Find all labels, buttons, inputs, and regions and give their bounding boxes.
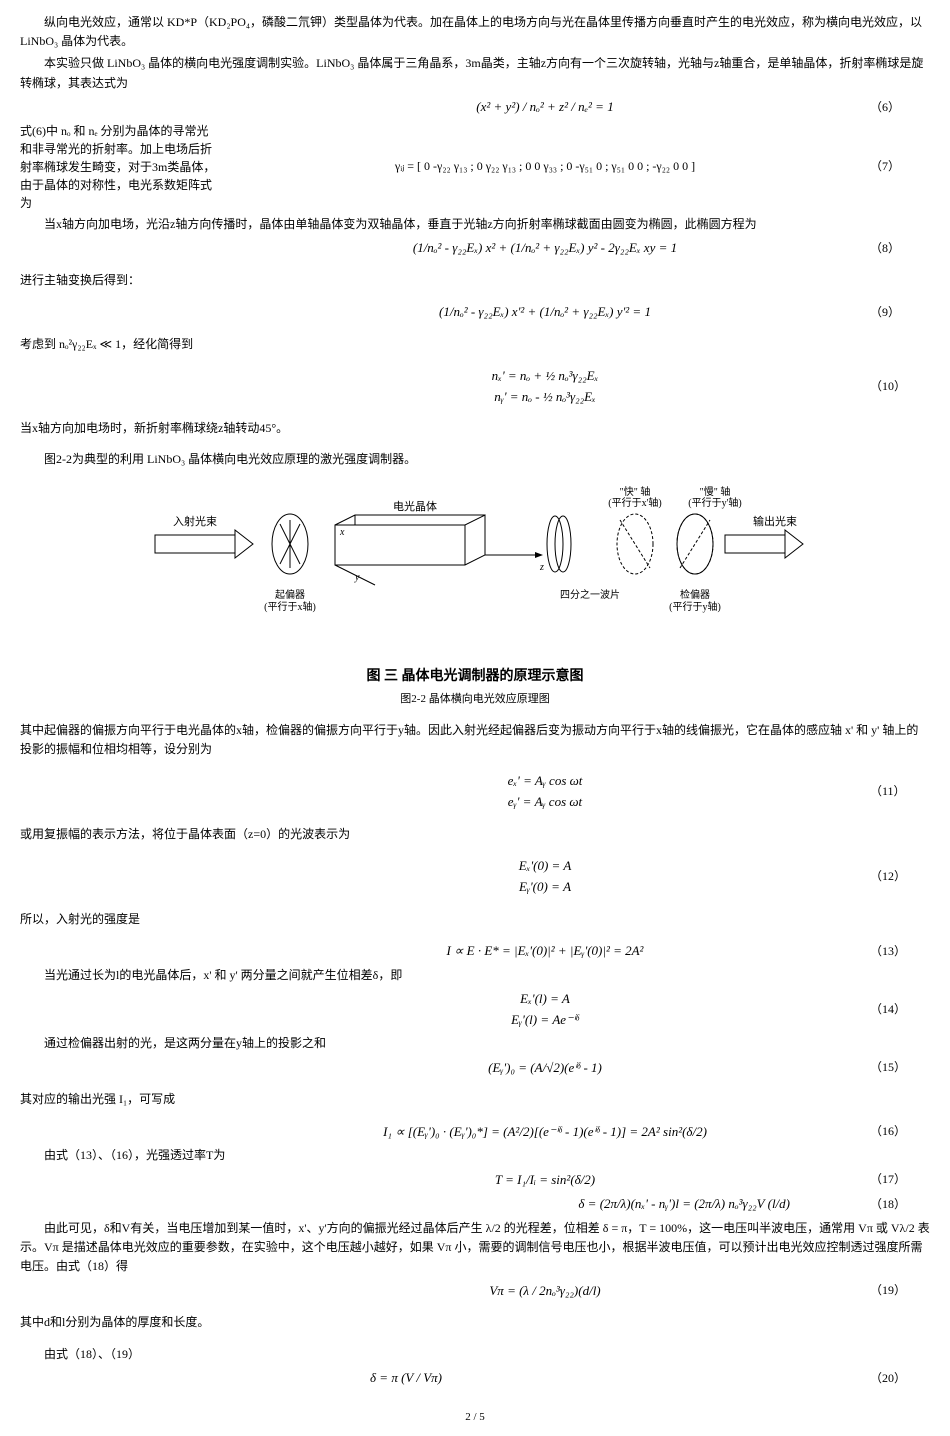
- paragraph-16: 其中d和l分别为晶体的厚度和长度。: [20, 1313, 930, 1332]
- equation-6-num: （6）: [870, 98, 930, 117]
- paragraph-13: 其对应的输出光强 I₁，可写成: [20, 1090, 930, 1109]
- equation-18-row: δ = (2π/λ)(nₓ' - nᵧ')l = (2π/λ) nₒ³γ₂₂V …: [20, 1194, 930, 1215]
- paragraph-15: 由此可见，δ和V有关，当电压增加到某一值时，x'、y'方向的偏振光经过晶体后产生…: [20, 1219, 930, 1277]
- paragraph-10: 所以，入射光的强度是: [20, 910, 930, 929]
- equation-10: nₓ' = nₒ + ½ nₒ³γ₂₂Eₓ nᵧ' = nₒ - ½ nₒ³γ₂…: [220, 366, 870, 408]
- paragraph-2: 本实验只做 LiNbO₃ 晶体的横向电光强度调制实验。LiNbO₃ 晶体属于三角…: [20, 54, 930, 92]
- equation-10-row: nₓ' = nₒ + ½ nₒ³γ₂₂Eₓ nᵧ' = nₒ - ½ nₒ³γ₂…: [20, 366, 930, 408]
- equation-14b: Eᵧ'(l) = Ae⁻ⁱᵟ: [220, 1010, 870, 1031]
- figure-diagram: 入射光束 起偏器 (平行于x轴) 电光晶体 x y z 四分之一波片 "快" 轴…: [20, 480, 930, 656]
- label-output: 输出光束: [753, 514, 797, 528]
- equation-12-num: （12）: [870, 867, 930, 886]
- paragraph-3: 当x轴方向加电场，光沿z轴方向传播时，晶体由单轴晶体变为双轴晶体，垂直于光轴z方…: [20, 215, 930, 234]
- paragraph-1: 纵向电光效应，通常以 KD*P（KD₂PO₄，磷酸二氘钾）类型晶体为代表。加在晶…: [20, 13, 930, 51]
- modulator-diagram-svg: 入射光束 起偏器 (平行于x轴) 电光晶体 x y z 四分之一波片 "快" 轴…: [135, 480, 815, 650]
- label-polarizer1: 起偏器: [275, 588, 305, 601]
- equation-14a: Eₓ'(l) = A: [220, 989, 870, 1010]
- paragraph-12: 通过检偏器出射的光，是这两分量在y轴上的投影之和: [20, 1034, 930, 1053]
- side-text-1: 式(6)中 nₒ 和 nₑ 分别为晶体的寻常光和非寻常光的折射率。加上电场后折射…: [20, 122, 220, 212]
- axis-z: z: [539, 562, 544, 573]
- equation-18: δ = (2π/λ)(nₓ' - nᵧ')l = (2π/λ) nₒ³γ₂₂V …: [220, 1194, 870, 1215]
- label-slow2: (平行于y'轴): [688, 496, 741, 509]
- equation-14: Eₓ'(l) = A Eᵧ'(l) = Ae⁻ⁱᵟ: [220, 989, 870, 1031]
- equation-9-row: (1/nₒ² - γ₂₂Eₓ) x'² + (1/nₒ² + γ₂₂Eₓ) y'…: [20, 302, 930, 323]
- equation-15-row: (Eᵧ')₀ = (A/√2)(eⁱᵟ - 1) （15）: [20, 1058, 930, 1079]
- equation-6-row: (x² + y²) / nₒ² + z² / nₑ² = 1 （6）: [20, 97, 930, 118]
- equation-7: γᵢⱼ = [ 0 -γ₂₂ γ₁₃ ; 0 γ₂₂ γ₁₃ ; 0 0 γ₃₃…: [220, 157, 870, 176]
- equation-12: Eₓ'(0) = A Eᵧ'(0) = A: [220, 856, 870, 898]
- equation-6: (x² + y²) / nₒ² + z² / nₑ² = 1: [220, 97, 870, 118]
- equation-14-num: （14）: [870, 1000, 930, 1019]
- equation-8-row: (1/nₒ² - γ₂₂Eₓ) x² + (1/nₒ² + γ₂₂Eₓ) y² …: [20, 238, 930, 259]
- equation-17-num: （17）: [870, 1170, 930, 1189]
- equation-10a: nₓ' = nₒ + ½ nₒ³γ₂₂Eₓ: [220, 366, 870, 387]
- equation-13-row: I ∝ E · E* = |Eₓ'(0)|² + |Eᵧ'(0)|² = 2A²…: [20, 941, 930, 962]
- paragraph-7: 图2-2为典型的利用 LiNbO₃ 晶体横向电光效应原理的激光强度调制器。: [20, 450, 930, 469]
- equation-12-row: Eₓ'(0) = A Eᵧ'(0) = A （12）: [20, 856, 930, 898]
- label-waveplate: 四分之一波片: [560, 588, 620, 601]
- incident-arrow-box: [155, 535, 235, 553]
- paragraph-17: 由式（18）、（19）: [20, 1345, 930, 1364]
- label-fast2: (平行于x'轴): [608, 496, 661, 509]
- paragraph-9: 或用复振幅的表示方法，将位于晶体表面（z=0）的光波表示为: [20, 825, 930, 844]
- equation-11: eₓ' = Aᵧ cos ωt eᵧ' = Aᵧ cos ωt: [220, 771, 870, 813]
- axis-x: x: [339, 527, 345, 538]
- z-arrow: [535, 552, 543, 558]
- equation-15-num: （15）: [870, 1058, 930, 1077]
- label-fast1: "快" 轴: [620, 485, 651, 498]
- output-arrow-head: [785, 530, 803, 558]
- equation-12b: Eᵧ'(0) = A: [220, 877, 870, 898]
- equation-9: (1/nₒ² - γ₂₂Eₓ) x'² + (1/nₒ² + γ₂₂Eₓ) y'…: [220, 302, 870, 323]
- equation-8: (1/nₒ² - γ₂₂Eₓ) x² + (1/nₒ² + γ₂₂Eₓ) y² …: [220, 238, 870, 259]
- analyzer-ellipse: [677, 514, 713, 574]
- equation-14-row: Eₓ'(l) = A Eᵧ'(l) = Ae⁻ⁱᵟ （14）: [20, 989, 930, 1031]
- equation-7-num: （7）: [870, 157, 930, 176]
- equation-12a: Eₓ'(0) = A: [220, 856, 870, 877]
- equation-11b: eᵧ' = Aᵧ cos ωt: [220, 792, 870, 813]
- equation-11-row: eₓ' = Aᵧ cos ωt eᵧ' = Aᵧ cos ωt （11）: [20, 771, 930, 813]
- fast-line: [620, 520, 650, 568]
- equation-16-num: （16）: [870, 1122, 930, 1141]
- equation-16: I₁ ∝ [(Eᵧ')₀ · (Eᵧ')₀*] = (A²/2)[(e⁻ⁱᵟ -…: [220, 1122, 870, 1143]
- label-crystal: 电光晶体: [393, 499, 437, 513]
- equation-20: δ = π (V / Vπ): [220, 1368, 870, 1389]
- label-analyzer2: (平行于y轴): [669, 600, 721, 613]
- paragraph-4: 进行主轴变换后得到：: [20, 271, 930, 290]
- figure-subcaption: 图2-2 晶体横向电光效应原理图: [20, 691, 930, 709]
- equation-15: (Eᵧ')₀ = (A/√2)(eⁱᵟ - 1): [220, 1058, 870, 1079]
- paragraph-6: 当x轴方向加电场时，新折射率椭球绕z轴转动45°。: [20, 419, 930, 438]
- equation-20-row: δ = π (V / Vπ) （20）: [20, 1368, 930, 1389]
- label-incident: 入射光束: [173, 514, 217, 528]
- equation-19-row: Vπ = (λ / 2nₒ³γ₂₂)(d/l) （19）: [20, 1281, 930, 1302]
- equation-8-num: （8）: [870, 239, 930, 258]
- crystal-box: [335, 515, 485, 565]
- paragraph-14: 由式（13）、（16），光强透过率T为: [20, 1146, 930, 1165]
- equation-11a: eₓ' = Aᵧ cos ωt: [220, 771, 870, 792]
- incident-arrow-head: [235, 530, 253, 558]
- equation-18-num: （18）: [870, 1195, 930, 1214]
- equation-19-num: （19）: [870, 1281, 930, 1300]
- paragraph-11: 当光通过长为l的电光晶体后，x' 和 y' 两分量之间就产生位相差δ，即: [20, 966, 930, 985]
- equation-16-row: I₁ ∝ [(Eᵧ')₀ · (Eᵧ')₀*] = (A²/2)[(e⁻ⁱᵟ -…: [20, 1122, 930, 1143]
- slow-line: [680, 520, 710, 568]
- figure-caption: 图 三 晶体电光调制器的原理示意图: [20, 666, 930, 688]
- label-slow1: "慢" 轴: [700, 485, 731, 498]
- equation-13-num: （13）: [870, 942, 930, 961]
- equation-19: Vπ = (λ / 2nₒ³γ₂₂)(d/l): [220, 1281, 870, 1302]
- equation-17-row: T = I₁/Iᵢ = sin²(δ/2) （17）: [20, 1170, 930, 1191]
- equation-20-num: （20）: [870, 1369, 930, 1388]
- page-number: 2 / 5: [20, 1409, 930, 1427]
- equation-10b: nᵧ' = nₒ - ½ nₒ³γ₂₂Eₓ: [220, 387, 870, 408]
- equation-10-num: （10）: [870, 377, 930, 396]
- equation-11-num: （11）: [870, 782, 930, 801]
- paragraph-5: 考虑到 nₒ²γ₂₂Eₓ ≪ 1，经化简得到: [20, 335, 930, 354]
- output-arrow-box: [725, 535, 785, 553]
- paragraph-8: 其中起偏器的偏振方向平行于电光晶体的x轴，检偏器的偏振方向平行于y轴。因此入射光…: [20, 721, 930, 759]
- label-analyzer1: 检偏器: [680, 588, 710, 601]
- equation-13: I ∝ E · E* = |Eₓ'(0)|² + |Eᵧ'(0)|² = 2A²: [220, 941, 870, 962]
- equation-17: T = I₁/Iᵢ = sin²(δ/2): [220, 1170, 870, 1191]
- label-polarizer2: (平行于x轴): [264, 600, 316, 613]
- equation-9-num: （9）: [870, 303, 930, 322]
